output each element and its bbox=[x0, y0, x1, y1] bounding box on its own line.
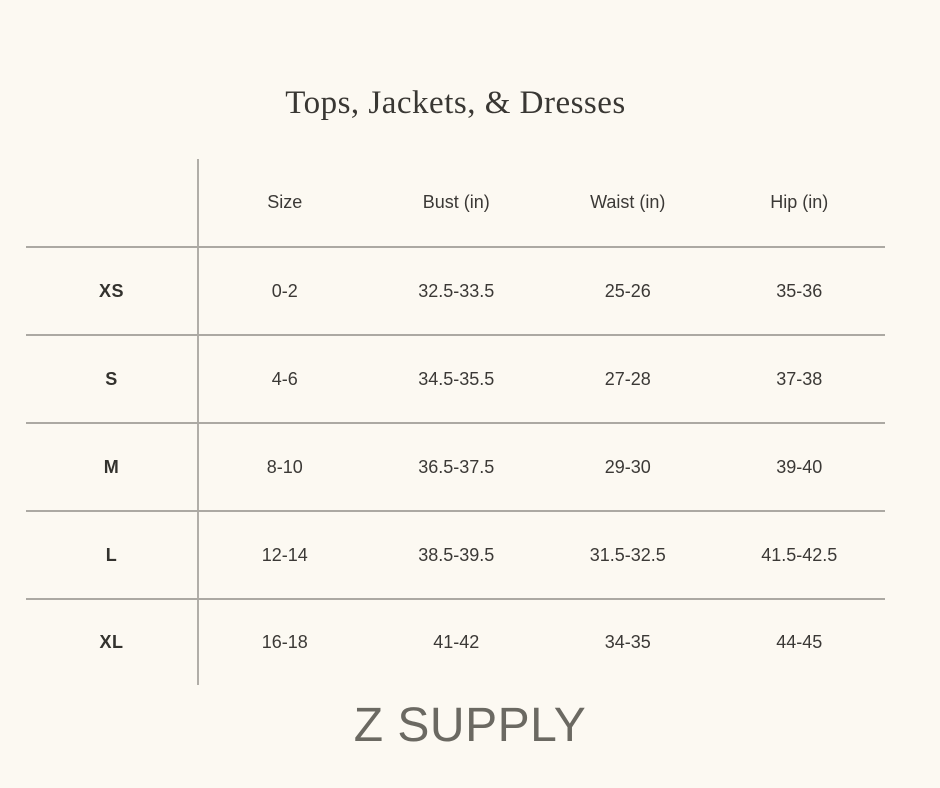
cell-s-size: 4-6 bbox=[271, 368, 298, 389]
row-label-s: S bbox=[26, 336, 199, 422]
cell-s-hip: 37-38 bbox=[776, 368, 823, 389]
cell-xl-hip: 44-45 bbox=[776, 632, 823, 652]
cell-xs-bust: 32.5-33.5 bbox=[418, 280, 495, 301]
cell-xs-waist: 25-26 bbox=[604, 280, 651, 301]
cell-l-bust: 38.5-39.5 bbox=[418, 544, 495, 565]
table-row-l: L 12-14 38.5-39.5 31.5-32.5 41.5-42.5 bbox=[26, 510, 885, 598]
cell-s-waist: 27-28 bbox=[604, 368, 651, 389]
column-header-bust: Bust (in) bbox=[422, 192, 490, 212]
row-label-l: L bbox=[26, 512, 199, 598]
brand-wordmark: Z SUPPLY bbox=[353, 698, 587, 752]
cell-xs-size: 0-2 bbox=[271, 280, 298, 301]
cell-l-hip: 41.5-42.5 bbox=[761, 544, 838, 565]
row-label-xs: XS bbox=[26, 248, 199, 334]
cell-xs-hip: 35-36 bbox=[776, 280, 823, 301]
table-row-xs: XS 0-2 32.5-33.5 25-26 35-36 bbox=[26, 246, 885, 334]
column-header-size: Size bbox=[267, 192, 303, 212]
cell-l-size: 12-14 bbox=[261, 544, 308, 565]
cell-s-bust: 34.5-35.5 bbox=[418, 368, 495, 389]
header-spacer-cell bbox=[26, 159, 199, 246]
column-header-waist: Waist (in) bbox=[590, 192, 666, 212]
cell-xl-waist: 34-35 bbox=[604, 632, 651, 652]
cell-xl-size: 16-18 bbox=[261, 632, 308, 652]
row-label-xl: XL bbox=[26, 600, 199, 685]
table-row-xl: XL 16-18 41-42 34-35 44-45 bbox=[26, 598, 885, 685]
cell-xl-bust: 41-42 bbox=[433, 632, 480, 652]
cell-m-bust: 36.5-37.5 bbox=[418, 456, 495, 477]
table-row-s: S 4-6 34.5-35.5 27-28 37-38 bbox=[26, 334, 885, 422]
cell-m-size: 8-10 bbox=[266, 456, 303, 477]
cell-l-waist: 31.5-32.5 bbox=[589, 544, 666, 565]
table-row-m: M 8-10 36.5-37.5 29-30 39-40 bbox=[26, 422, 885, 510]
row-label-m: M bbox=[26, 424, 199, 510]
page-title: Tops, Jackets, & Dresses bbox=[285, 85, 626, 121]
cell-m-waist: 29-30 bbox=[604, 456, 651, 477]
table-header-row: Size Bust (in) Waist (in) Hip (in) bbox=[26, 159, 885, 246]
column-header-hip: Hip (in) bbox=[770, 192, 829, 212]
cell-m-hip: 39-40 bbox=[776, 456, 823, 477]
size-table: Size Bust (in) Waist (in) Hip (in) XS 0-… bbox=[26, 159, 885, 685]
